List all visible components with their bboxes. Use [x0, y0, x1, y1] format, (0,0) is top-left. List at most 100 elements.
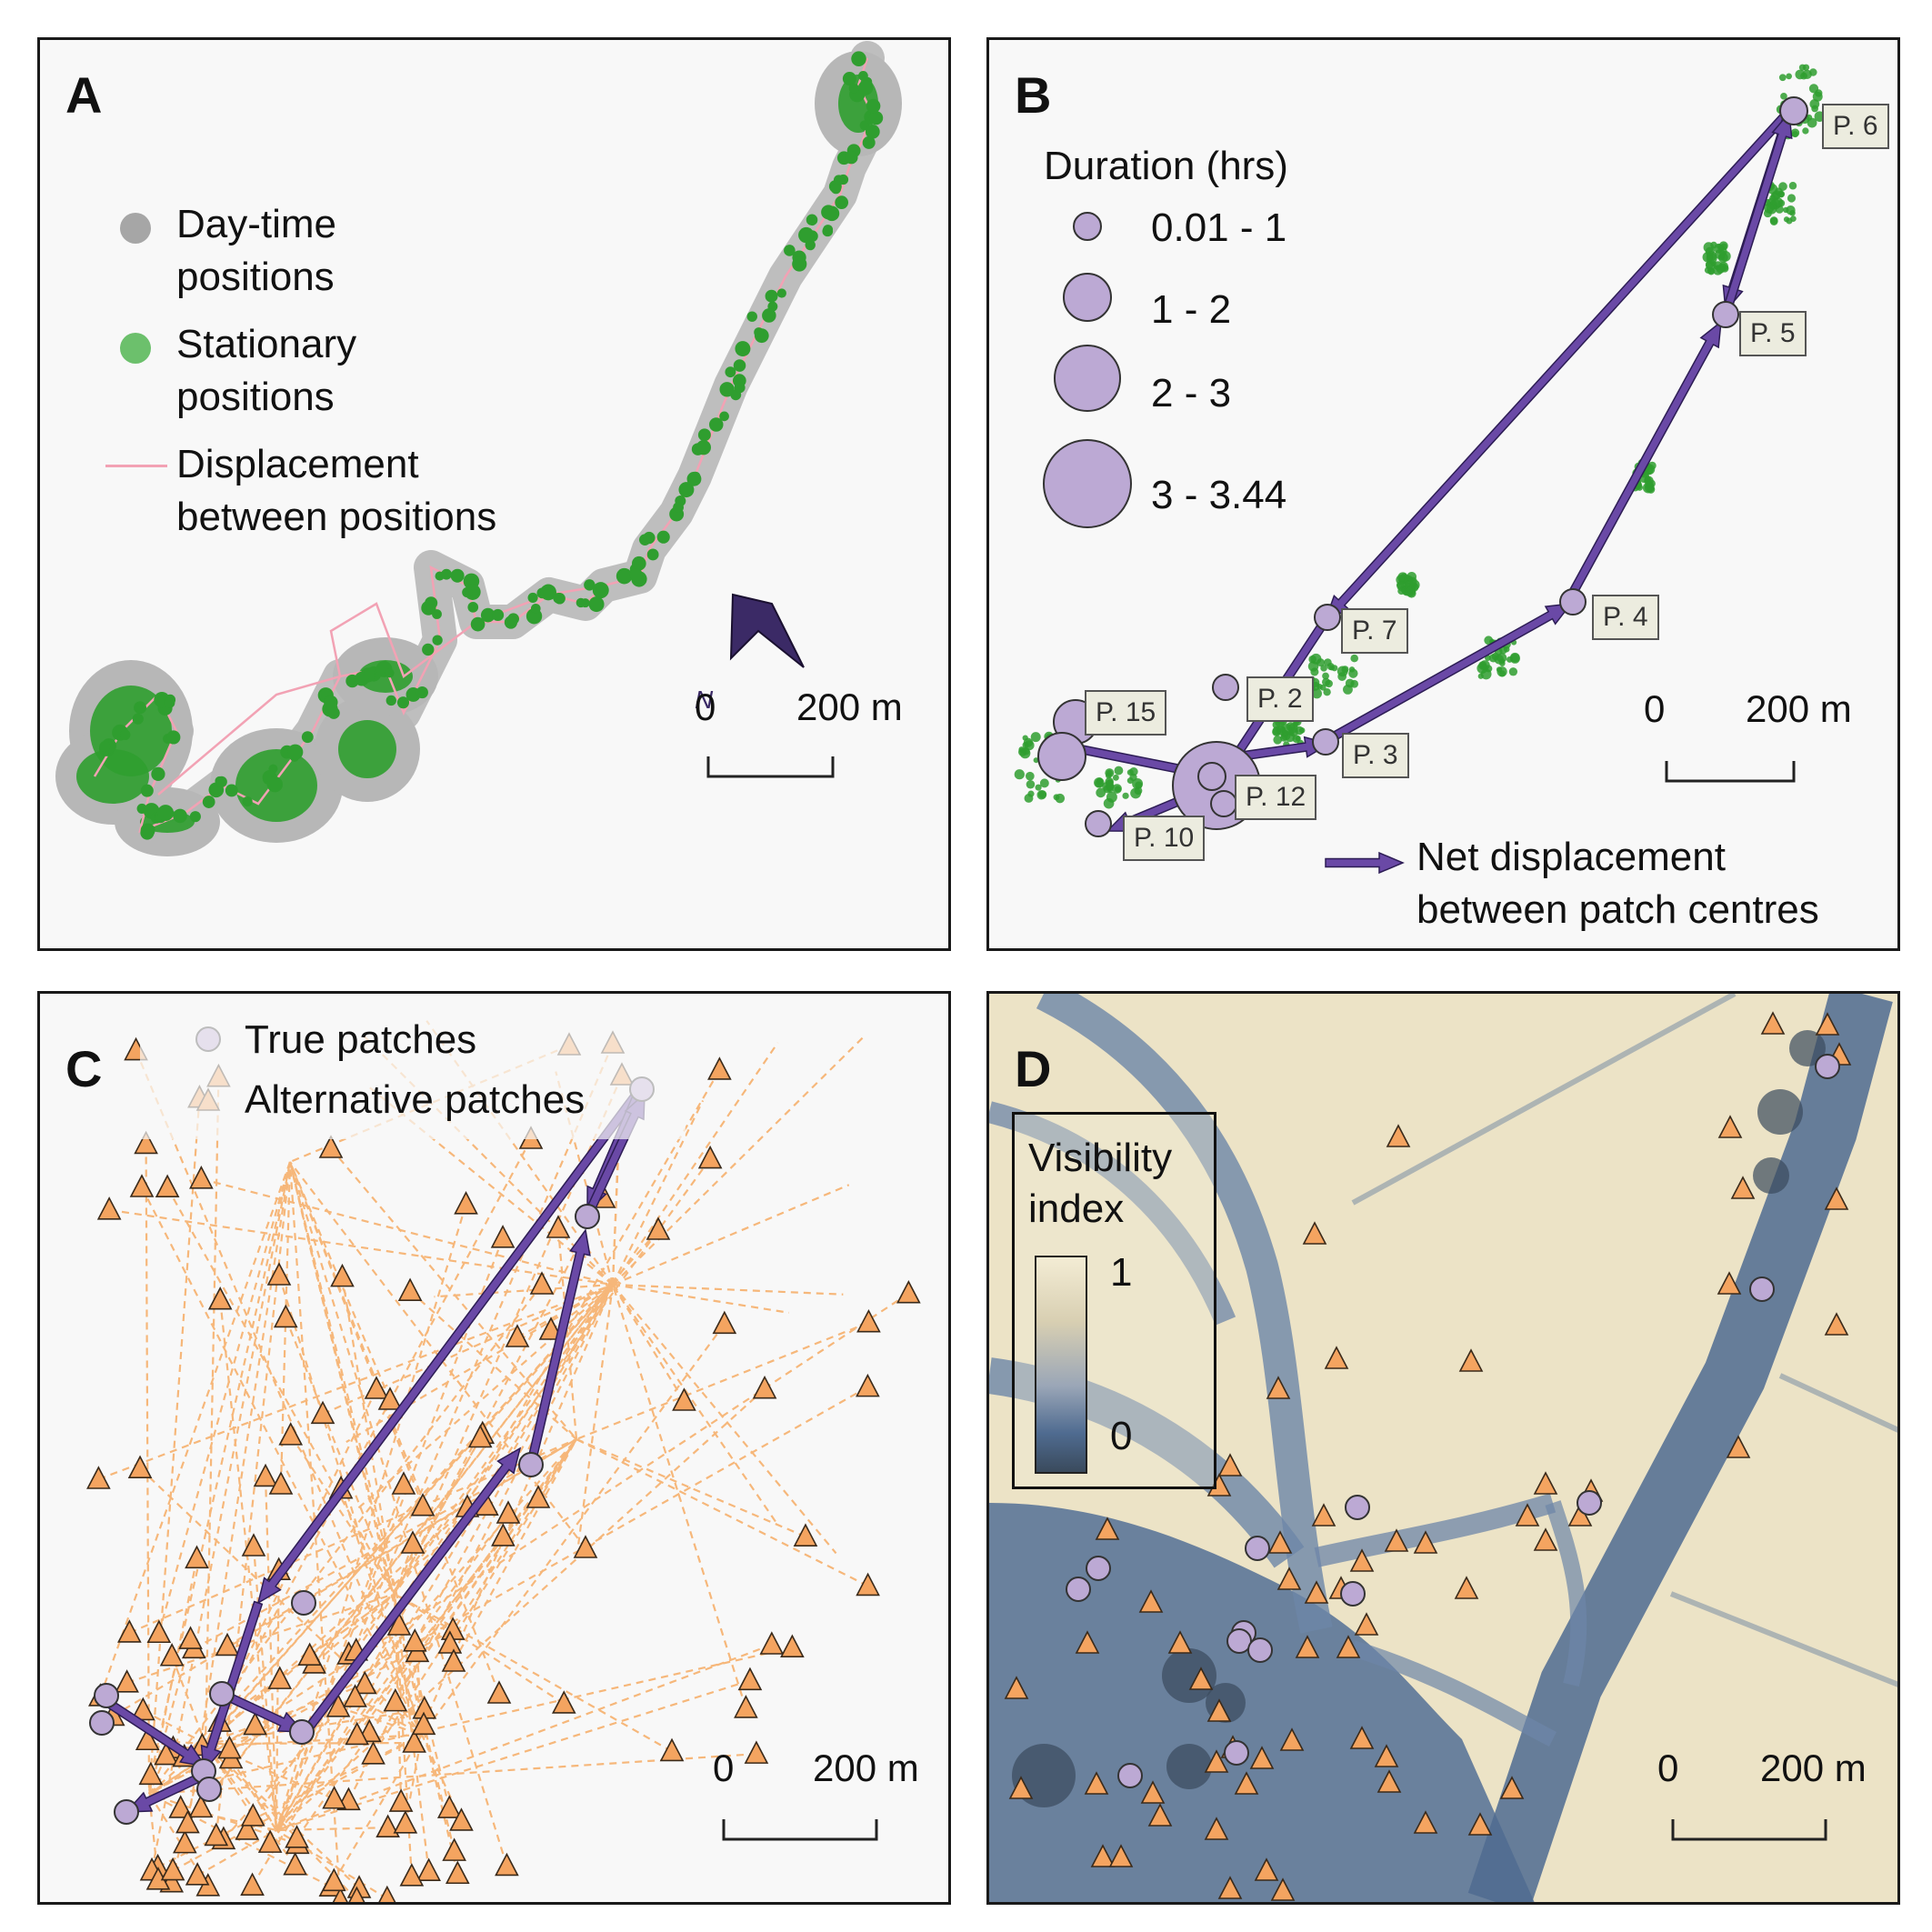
- stationary-point: [462, 586, 473, 598]
- patch-p12-inner: [1197, 762, 1226, 791]
- alternative-patch-icon: [752, 1375, 777, 1399]
- alternative-link: [275, 1387, 766, 1831]
- alternative-patch-icon: [410, 1492, 435, 1517]
- alternative-patch-icon: [1138, 1589, 1164, 1613]
- stationary-point: [527, 592, 538, 604]
- alternative-link: [204, 1076, 220, 1745]
- alternative-patch-icon: [454, 1191, 478, 1215]
- alternative-patch-icon: [411, 1711, 436, 1736]
- stationary-point: [1039, 778, 1049, 788]
- alternative-patch-icon: [1730, 1176, 1756, 1199]
- alternative-patch-icon: [1217, 1876, 1243, 1899]
- true-patch: [1815, 1054, 1840, 1079]
- stationary-point: [166, 730, 181, 745]
- alternative-patch-icon: [96, 1196, 122, 1220]
- alternative-patch-icon: [697, 1145, 723, 1169]
- stationary-point: [1706, 260, 1716, 271]
- alternative-patch-icon: [391, 1471, 416, 1495]
- alternative-patch-icon: [1279, 1727, 1305, 1751]
- alternative-patch-icon: [243, 1711, 267, 1736]
- alternative-patch-icon: [397, 1277, 423, 1301]
- true-patch: [89, 1710, 115, 1736]
- alternative-patch-icon: [257, 1829, 283, 1853]
- alternative-link: [196, 1829, 277, 1877]
- alternative-patch-icon: [273, 1304, 298, 1328]
- patch-p4: [1559, 588, 1587, 616]
- alternative-patch-icon: [1386, 1124, 1411, 1147]
- alternative-patch-icon: [285, 1825, 309, 1848]
- alternative-patch-icon: [146, 1619, 172, 1644]
- alternative-link: [576, 1438, 869, 1587]
- displacement-arrow: [102, 1697, 207, 1768]
- alternative-patch-icon: [467, 1424, 493, 1448]
- alternative-patch-icon: [526, 1485, 551, 1508]
- stationary-point: [385, 668, 395, 678]
- stationary-point: [1647, 479, 1656, 488]
- stationary-point: [1508, 667, 1518, 676]
- size-class-3: 2 - 3: [1151, 371, 1232, 415]
- stationary-point: [140, 784, 154, 797]
- alternative-link: [275, 1513, 509, 1831]
- alternative-link: [421, 1323, 726, 1736]
- alternative-link: [347, 1284, 614, 1656]
- stationary-point: [862, 135, 876, 149]
- stationary-point: [480, 607, 496, 623]
- stationary-point: [1272, 720, 1281, 729]
- alternative-patch-icon: [283, 1851, 307, 1876]
- patch-label-p6: P. 6: [1822, 104, 1889, 149]
- scale-start-a: 0: [695, 686, 716, 728]
- alternative-patch-icon: [322, 1786, 346, 1809]
- stationary-point: [629, 568, 643, 582]
- alternative-patch-icon: [1140, 1780, 1166, 1804]
- alternative-link: [612, 1283, 790, 1314]
- stationary-point: [1022, 735, 1028, 741]
- alternative-patch-icon: [437, 1630, 463, 1654]
- alternative-patch-icon: [734, 1695, 758, 1718]
- stationary-point: [1791, 131, 1798, 138]
- alternative-patch-icon: [352, 1670, 377, 1695]
- alternative-patch-icon: [1413, 1810, 1438, 1834]
- alternative-patch-icon: [490, 1225, 516, 1248]
- stationary-point: [1350, 654, 1358, 663]
- true-patch: [1086, 1556, 1111, 1581]
- stationary-point: [866, 98, 881, 114]
- true-patch: [1226, 1628, 1252, 1654]
- map-d: [989, 994, 1897, 1902]
- alternative-link: [313, 1593, 395, 1665]
- stationary-point: [798, 226, 815, 244]
- alternative-link: [205, 1743, 360, 1889]
- alternative-patch-icon: [310, 1400, 335, 1425]
- scale-bar: [1665, 761, 1796, 783]
- stationary-point: [1337, 672, 1347, 681]
- daytime-legend-symbol: [120, 213, 151, 244]
- stationary-point: [553, 592, 565, 604]
- size-class-4-symbol: [1043, 439, 1132, 528]
- alternative-link: [279, 1161, 292, 1486]
- alternative-link: [275, 1536, 505, 1831]
- stationary-point: [1322, 672, 1329, 680]
- alternative-patch-icon: [266, 1262, 292, 1286]
- alternative-patch-icon: [759, 1631, 785, 1655]
- panel-c: C True patches Alternative patches 0 200…: [37, 991, 951, 1905]
- alternative-patch-icon: [486, 1680, 512, 1704]
- displacement-arrow: [256, 1086, 645, 1605]
- stationary-point: [643, 531, 656, 545]
- displacement-arrow: [299, 1446, 522, 1738]
- stationary-point: [470, 616, 486, 632]
- alternative-link: [112, 1438, 577, 1717]
- alternative-link: [148, 1724, 256, 1795]
- visibility-color-ramp: [1035, 1256, 1087, 1474]
- alternative-link: [148, 1284, 543, 1795]
- alternative-patch-icon: [1188, 1667, 1214, 1690]
- size-class-3-symbol: [1054, 345, 1121, 412]
- alternative-patch-icon: [659, 1737, 685, 1762]
- stationary-point: [784, 245, 796, 256]
- scale-end-d: 200 m: [1760, 1747, 1867, 1789]
- stationary-point: [762, 308, 776, 323]
- stationary-point: [396, 696, 410, 709]
- alternative-link: [434, 1283, 614, 1298]
- alternative-patch-icon: [1302, 1221, 1327, 1245]
- alternative-link: [171, 1656, 207, 1745]
- alternative-patch-icon: [1515, 1503, 1540, 1527]
- alternative-patch-icon: [1204, 1817, 1229, 1840]
